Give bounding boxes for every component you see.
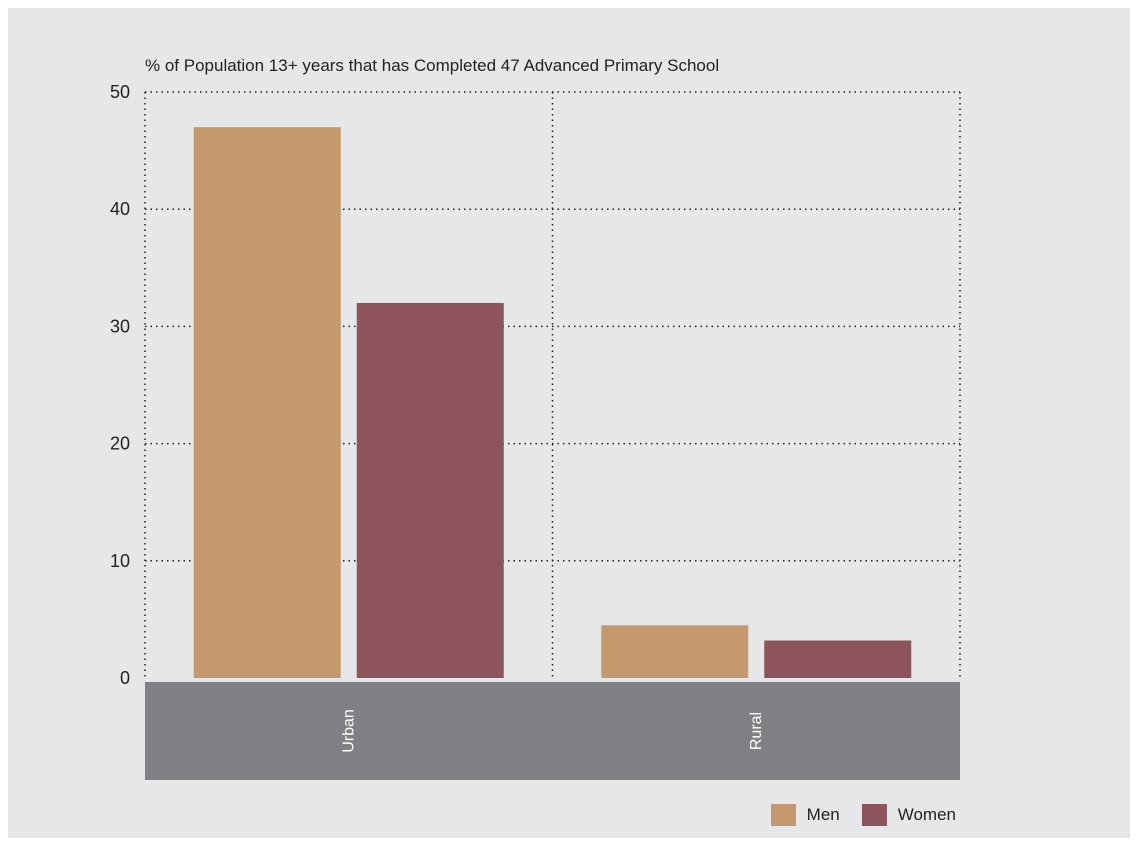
- legend-label-men: Men: [806, 805, 840, 824]
- legend-label-women: Women: [897, 805, 956, 824]
- y-tick-label-10: 10: [110, 551, 130, 571]
- x-category-label-rural: Rural: [748, 712, 765, 750]
- y-tick-label-0: 0: [120, 668, 130, 688]
- category-band: [145, 682, 960, 780]
- y-tick-label-40: 40: [110, 199, 130, 219]
- y-tick-label-20: 20: [110, 434, 130, 454]
- legend-item-women: Women: [861, 804, 956, 826]
- legend-swatch-men: [770, 804, 796, 826]
- x-category-label-urban: Urban: [340, 709, 357, 753]
- legend-item-men: Men: [770, 804, 840, 826]
- bar-rural-men: [601, 625, 749, 678]
- y-tick-label-30: 30: [110, 316, 130, 336]
- legend-swatch-women: [861, 804, 887, 826]
- legend: Men Women: [770, 804, 956, 826]
- bar-urban-women: [356, 302, 504, 678]
- y-tick-label-50: 50: [110, 82, 130, 102]
- bar-rural-women: [764, 640, 912, 678]
- bar-urban-men: [193, 127, 341, 678]
- chart-title: % of Population 13+ years that has Compl…: [145, 56, 720, 75]
